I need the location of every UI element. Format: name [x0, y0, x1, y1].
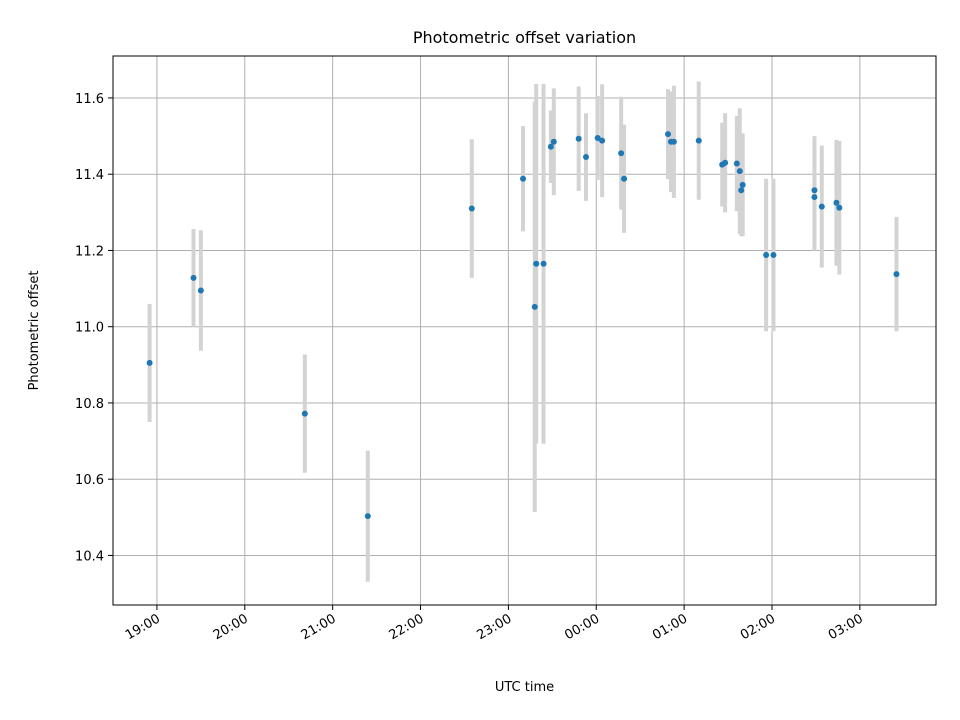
plot-frame	[112, 55, 937, 606]
data-point	[575, 135, 582, 142]
data-point	[818, 203, 825, 210]
data-point	[621, 175, 628, 182]
data-point	[146, 359, 153, 366]
data-point	[531, 303, 538, 310]
data-point	[695, 137, 702, 144]
data-point	[836, 204, 843, 211]
y-tick-label: 11.0	[75, 321, 104, 336]
y-tick-label: 10.8	[75, 397, 104, 412]
data-point	[197, 287, 204, 294]
x-tick-label: 21:00	[299, 611, 339, 643]
data-point	[811, 194, 818, 201]
data-points	[146, 131, 900, 520]
data-point	[736, 168, 743, 175]
data-point	[670, 138, 677, 145]
y-tick-label: 10.6	[75, 473, 104, 488]
data-point	[665, 131, 672, 138]
data-point	[520, 175, 527, 182]
data-point	[770, 252, 777, 259]
data-point	[733, 160, 740, 167]
y-tick-label: 10.4	[75, 549, 104, 564]
data-point	[468, 205, 475, 212]
x-tick-label: 00:00	[562, 611, 602, 643]
data-point	[722, 159, 729, 166]
x-tick-label: 01:00	[650, 611, 690, 643]
data-point	[618, 150, 625, 157]
x-tick-label: 02:00	[738, 611, 778, 643]
y-axis-ticks: 10.4 10.6 10.8 11.0 11.2 11.4 11.6	[75, 92, 113, 564]
x-axis-ticks: 19:00 20:00 21:00 22:00 23:00 00:00 01:00 02:00…	[123, 605, 866, 643]
x-tick-label: 20:00	[211, 611, 251, 643]
y-tick-label: 11.4	[75, 168, 104, 183]
x-tick-label: 23:00	[474, 611, 514, 643]
x-tick-label: 19:00	[123, 611, 163, 643]
error-bars	[147, 81, 899, 582]
data-point	[811, 187, 818, 194]
data-point	[190, 274, 197, 281]
data-point	[533, 260, 540, 267]
y-tick-label: 11.2	[75, 244, 104, 259]
data-point	[739, 181, 746, 188]
x-axis-label: UTC time	[495, 680, 554, 695]
x-tick-label: 22:00	[387, 611, 427, 643]
x-tick-label: 03:00	[826, 611, 866, 643]
data-point	[738, 187, 745, 194]
data-point	[550, 138, 557, 145]
data-point	[833, 199, 840, 206]
data-point	[599, 137, 606, 144]
data-point	[583, 154, 590, 161]
data-point	[893, 271, 900, 278]
data-point	[547, 143, 554, 150]
data-point	[594, 134, 601, 141]
data-point	[540, 260, 547, 267]
data-point	[763, 252, 770, 259]
data-point	[364, 513, 371, 520]
y-tick-label: 11.6	[75, 92, 104, 107]
y-axis-label: Photometric offset	[27, 271, 42, 391]
data-point	[301, 410, 308, 417]
chart-title: Photometric offset variation	[413, 28, 636, 47]
